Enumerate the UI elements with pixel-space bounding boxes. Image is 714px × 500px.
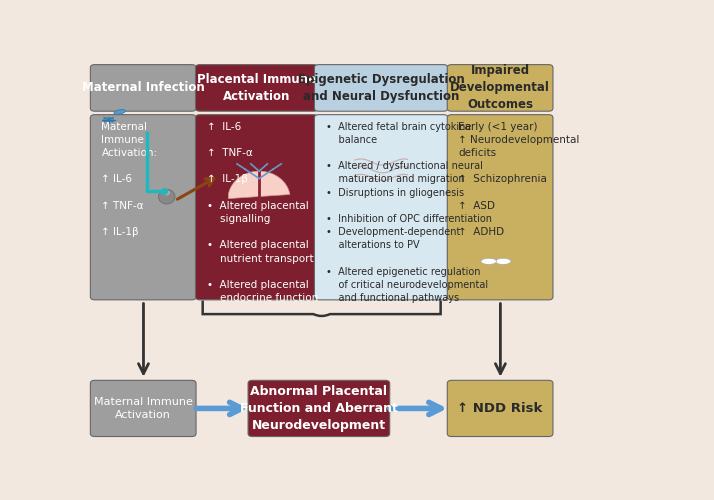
Text: Placental Immune
Activation: Placental Immune Activation (197, 73, 316, 103)
Ellipse shape (164, 190, 170, 196)
Ellipse shape (159, 190, 175, 204)
FancyBboxPatch shape (91, 64, 196, 111)
Text: Maternal Immune
Activation: Maternal Immune Activation (94, 397, 193, 420)
FancyBboxPatch shape (196, 114, 318, 300)
Bar (484, 226, 494, 260)
Text: Epigenetic Dysregulation
and Neural Dysfunction: Epigenetic Dysregulation and Neural Dysf… (298, 73, 465, 103)
FancyBboxPatch shape (447, 114, 553, 300)
Text: Early (<1 year)
↑ Neurodevelopmental
deficits

↑  Schizophrenia

↑  ASD

↑  ADHD: Early (<1 year) ↑ Neurodevelopmental def… (458, 122, 580, 237)
Ellipse shape (104, 118, 114, 122)
FancyBboxPatch shape (447, 64, 553, 111)
Ellipse shape (141, 121, 159, 138)
Text: Abnormal Placental
Function and Aberrant
Neurodevelopment: Abnormal Placental Function and Aberrant… (240, 385, 398, 432)
FancyBboxPatch shape (248, 380, 390, 436)
Polygon shape (218, 162, 301, 198)
Ellipse shape (481, 258, 496, 264)
Bar (481, 143, 511, 193)
Text: ↑ NDD Risk: ↑ NDD Risk (458, 402, 543, 415)
Bar (481, 193, 511, 228)
Bar (472, 156, 481, 191)
Bar (511, 156, 520, 191)
Ellipse shape (496, 258, 511, 264)
Polygon shape (340, 158, 419, 208)
FancyBboxPatch shape (91, 114, 196, 300)
Ellipse shape (381, 202, 395, 222)
Text: ↑  IL-6

↑  TNF-α

↑  IL-1β

•  Altered placental
    signalling

•  Altered pla: ↑ IL-6 ↑ TNF-α ↑ IL-1β • Altered placent… (206, 122, 318, 303)
Bar (498, 226, 508, 260)
Text: Maternal
Immune
Activation:

↑ IL-6

↑ TNF-α

↑ IL-1β: Maternal Immune Activation: ↑ IL-6 ↑ TNF… (101, 122, 158, 237)
Ellipse shape (114, 110, 126, 114)
Text: Impaired
Developmental
Outcomes: Impaired Developmental Outcomes (450, 64, 550, 112)
Bar (141, 216, 151, 260)
Ellipse shape (136, 154, 169, 182)
FancyBboxPatch shape (447, 380, 553, 436)
Bar (141, 180, 165, 218)
FancyBboxPatch shape (314, 64, 448, 111)
Bar (155, 216, 165, 260)
Polygon shape (131, 176, 141, 206)
FancyBboxPatch shape (314, 114, 448, 300)
Ellipse shape (146, 180, 182, 209)
Bar (149, 137, 157, 148)
Ellipse shape (483, 118, 508, 140)
FancyBboxPatch shape (91, 380, 196, 436)
Polygon shape (228, 171, 290, 198)
Text: Maternal Infection: Maternal Infection (82, 82, 205, 94)
FancyBboxPatch shape (196, 64, 318, 111)
Text: •  Altered fetal brain cytokine
    balance

•  Altered / dysfunctional neural
 : • Altered fetal brain cytokine balance •… (326, 122, 491, 303)
